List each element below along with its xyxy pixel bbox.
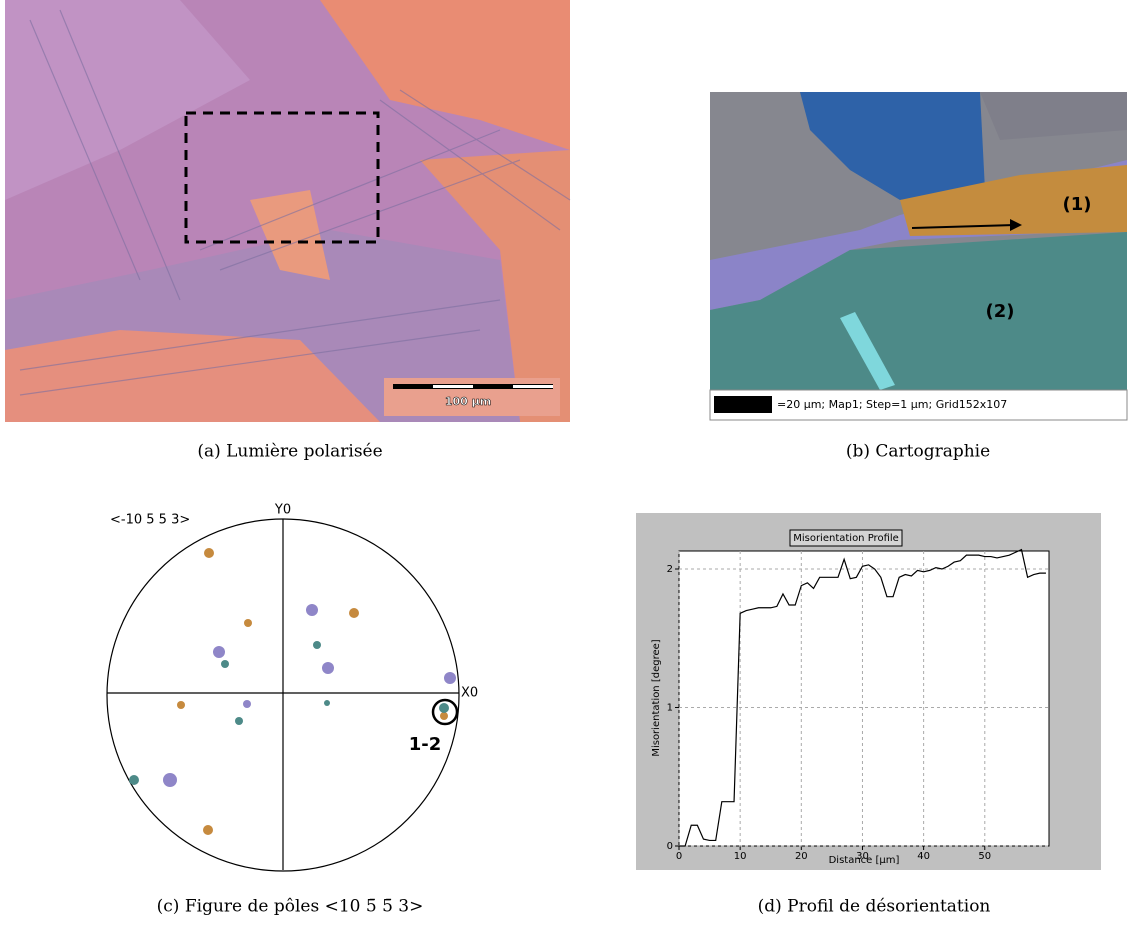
y-axis-label: Misorientation [degree] [651,639,662,756]
x-axis-label: Distance [µm] [829,855,900,866]
y-tick-label: 1 [667,703,673,714]
plot-area [678,550,1050,847]
pole-figure [106,518,460,872]
caption: (d) Profil de désorientation [758,897,991,917]
x-tick-label: 50 [978,851,991,862]
pair-label: 1-2 [409,734,442,755]
x-tick-label: 40 [917,851,930,862]
y-tick-label: 2 [667,564,673,575]
axis-label: X0 [461,686,478,701]
x-tick-label: 20 [795,851,808,862]
pole-direction: <-10 5 5 3> [110,513,190,528]
axis-label: Y0 [274,503,291,518]
grain-label: (2) [986,301,1015,322]
chart-title: Misorientation Profile [793,533,899,544]
grain-label: (1) [1063,194,1092,215]
profile-line [679,548,1046,847]
caption: (c) Figure de pôles <10 5̄ 5̄ 3> [157,897,424,917]
chart-title-box [789,529,903,547]
y-tick-label: 0 [667,841,673,852]
caption: (b) Cartographie [846,442,990,462]
x-tick-label: 30 [856,851,869,862]
x-tick-label: 0 [676,851,682,862]
scale-label: 100 µm [445,395,491,408]
x-tick-label: 10 [734,851,747,862]
micrograph [5,0,571,422]
orientation-map [709,92,1128,421]
map-legend: =20 µm; Map1; Step=1 µm; Grid152x107 [777,398,1007,411]
caption: (a) Lumière polarisée [197,442,382,462]
